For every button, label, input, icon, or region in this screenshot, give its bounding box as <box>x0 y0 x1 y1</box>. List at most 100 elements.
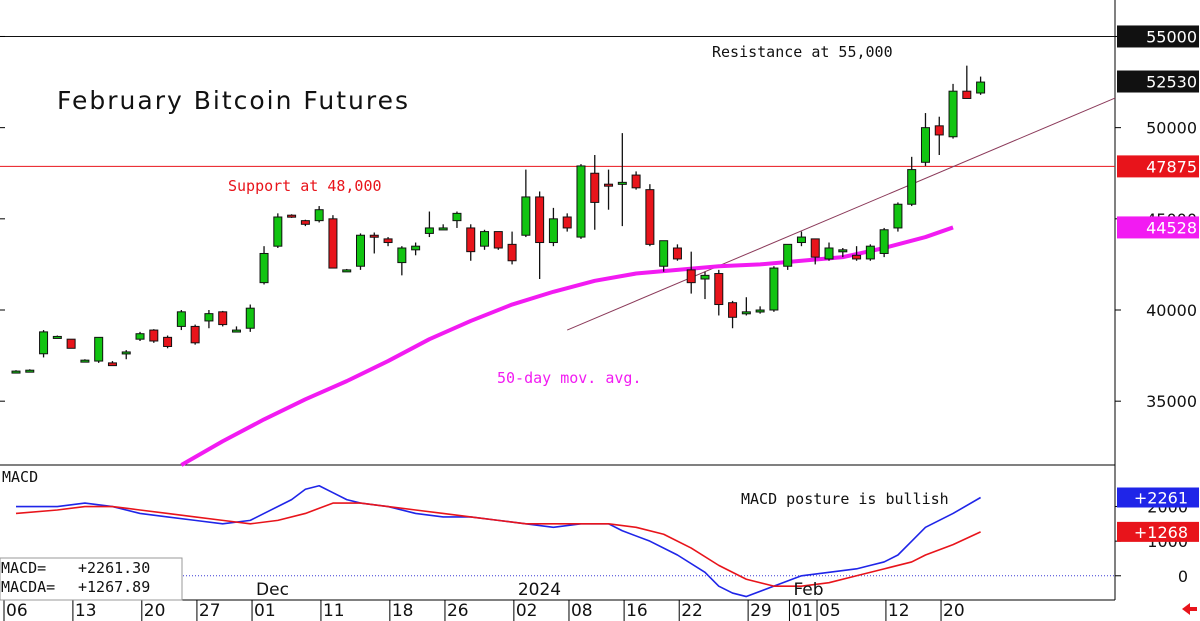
candle <box>204 310 214 329</box>
macd-value-tag-box <box>1117 487 1199 508</box>
candle-body <box>176 311 186 327</box>
macda-readout-label: MACDA= <box>1 578 55 596</box>
candle <box>976 76 986 95</box>
candle-body <box>617 181 627 185</box>
candle <box>66 338 76 349</box>
candles-group <box>11 65 986 374</box>
time-tick-label: 20 <box>943 601 965 621</box>
price-tag-box <box>1117 216 1199 239</box>
moving-average-annotation: 50-day mov. avg. <box>497 369 642 387</box>
candle-body <box>783 243 793 267</box>
candle-body <box>52 335 62 339</box>
time-tick-label: 22 <box>681 601 703 621</box>
macd-readout-label: MACD= <box>1 559 46 577</box>
candle <box>438 224 448 231</box>
candle <box>121 350 131 360</box>
candle <box>907 156 917 207</box>
time-tick-label: 27 <box>199 601 221 621</box>
candle-body <box>25 369 35 373</box>
candle <box>879 227 889 258</box>
price-tick-label: 35000 <box>1146 392 1197 411</box>
candle-body <box>11 370 21 374</box>
macd-panel-title: MACD <box>2 468 38 486</box>
resistance-annotation: Resistance at 55,000 <box>712 43 893 61</box>
time-tick-label: 06 <box>6 601 28 621</box>
candle <box>521 169 531 238</box>
candle <box>824 242 834 261</box>
candle-body <box>314 209 324 222</box>
candle <box>576 164 586 239</box>
candle-body <box>204 313 214 322</box>
candle-body <box>769 267 779 311</box>
price-axis: 3500040000450005000055000550005253047875… <box>0 25 1199 411</box>
candle <box>686 251 696 294</box>
candle <box>604 169 614 210</box>
candle <box>231 326 241 333</box>
candle-body <box>672 247 682 260</box>
time-tick-label: 01 <box>254 601 276 621</box>
candle-body <box>962 90 972 99</box>
candle-body <box>39 331 49 355</box>
trendline <box>567 97 1116 331</box>
time-tick-label: 16 <box>626 601 648 621</box>
macda-line <box>15 502 981 587</box>
candle-body <box>66 338 76 349</box>
scroll-left-arrow-icon[interactable] <box>1182 603 1197 615</box>
period-label: Dec <box>256 580 289 600</box>
candle-body <box>920 127 930 163</box>
candle <box>135 331 145 341</box>
period-label: Feb <box>793 580 823 600</box>
candle <box>107 361 117 367</box>
candle <box>52 335 62 339</box>
candle <box>411 242 421 256</box>
candle <box>480 229 490 250</box>
candle-body <box>94 336 104 362</box>
moving-average-group <box>180 225 954 467</box>
candle <box>25 369 35 373</box>
candle-body <box>576 165 586 238</box>
macd-readout-box <box>0 557 183 601</box>
macd-readout-value: +2261.30 <box>78 559 150 577</box>
price-tag-label: 44528 <box>1146 218 1197 237</box>
candle-body <box>190 325 200 344</box>
candle <box>328 215 338 269</box>
support-annotation: Support at 48,000 <box>228 177 382 195</box>
candle-body <box>245 307 255 329</box>
candle-body <box>149 329 159 342</box>
macd-value-tag-label: +1268 <box>1134 523 1188 542</box>
candle-body <box>356 234 365 267</box>
candle-body <box>493 231 503 249</box>
candle-body <box>562 216 572 229</box>
candle-body <box>369 234 379 238</box>
candle-body <box>907 169 917 205</box>
candle <box>314 206 324 223</box>
price-tag: 55000 <box>1117 25 1199 48</box>
macda-readout-value: +1267.89 <box>78 578 150 596</box>
macd-value-tag: +1268 <box>1117 521 1199 542</box>
candle <box>11 370 21 374</box>
candle <box>865 244 875 261</box>
candle <box>659 240 669 272</box>
horizontal-levels <box>0 35 1115 167</box>
time-tick-label: 26 <box>447 601 469 621</box>
time-tick-label: 18 <box>392 601 414 621</box>
time-tick-label: 13 <box>75 601 97 621</box>
candle-body <box>548 218 558 244</box>
candle <box>962 65 972 99</box>
time-tick-label: 29 <box>750 601 772 621</box>
candle <box>617 133 627 227</box>
time-tick-label: 11 <box>323 601 345 621</box>
candle <box>893 202 903 232</box>
macd-readout: MACD= +2261.30 MACDA= +1267.89 <box>0 557 183 601</box>
candle <box>176 310 186 331</box>
candle <box>218 310 228 327</box>
candle-body <box>535 196 545 244</box>
candle-body <box>521 196 531 236</box>
candle <box>397 246 407 276</box>
candle <box>755 306 765 314</box>
candle-body <box>796 236 806 244</box>
candle <box>934 116 944 155</box>
candle <box>245 304 255 332</box>
price-tick-label: 50000 <box>1146 119 1197 138</box>
moving-average-line <box>180 225 954 467</box>
